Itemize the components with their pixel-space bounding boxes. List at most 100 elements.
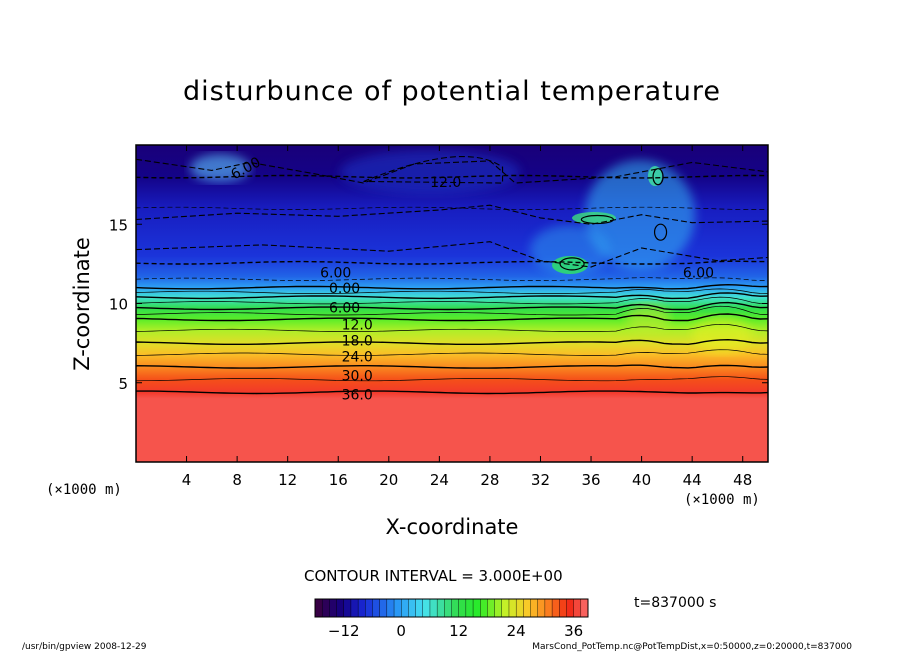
contour-line bbox=[136, 277, 768, 281]
contour-line bbox=[136, 313, 768, 322]
contour-label: 24.0 bbox=[342, 349, 373, 365]
contour-label: 18.0 bbox=[342, 334, 373, 350]
colorbar-cell bbox=[523, 598, 532, 618]
x-tick-label: 8 bbox=[232, 471, 242, 489]
colorbar-cell bbox=[494, 598, 503, 618]
colorbar-cell bbox=[444, 598, 453, 618]
contour-line bbox=[136, 390, 768, 395]
y-tick-label: 15 bbox=[109, 216, 128, 234]
contour-line bbox=[136, 301, 768, 311]
colorbar-tick-label: −12 bbox=[328, 622, 360, 640]
contour-line bbox=[580, 214, 614, 225]
contour-line bbox=[653, 223, 668, 241]
contour-line bbox=[363, 155, 504, 184]
colorbar-cell bbox=[372, 598, 381, 618]
colorbar-cell bbox=[321, 598, 330, 618]
x-tick-label: 24 bbox=[430, 471, 449, 489]
x-tick-label: 40 bbox=[632, 471, 651, 489]
y-tick-label: 5 bbox=[118, 375, 128, 393]
colorbar-ticks: −12 0 12 24 36 bbox=[328, 622, 583, 640]
contour-line bbox=[136, 158, 768, 184]
contour-line bbox=[559, 257, 585, 271]
colorbar-cell bbox=[408, 598, 417, 618]
green-patch-1 bbox=[552, 256, 588, 274]
contour-line bbox=[136, 241, 768, 268]
colorbar-tick-label: 36 bbox=[564, 622, 583, 640]
colorbar: −12 0 12 24 36 bbox=[314, 598, 589, 640]
contour-line bbox=[136, 288, 768, 294]
contour-line bbox=[136, 338, 768, 346]
contour-line bbox=[136, 260, 768, 265]
colorbar-cell bbox=[501, 598, 510, 618]
colorbar-cell bbox=[573, 598, 582, 618]
colorbar-cell bbox=[314, 598, 323, 618]
plot-area: 6.00 12.06.000.006.0012.018.024.030.036.0… bbox=[109, 144, 769, 489]
warm-pocket-top-left bbox=[190, 154, 250, 182]
contour-line bbox=[136, 204, 768, 225]
colorbar-cell bbox=[393, 598, 402, 618]
colorbar-cell bbox=[415, 598, 424, 618]
colorbar-cell bbox=[429, 598, 438, 618]
uplift-bump-46 bbox=[692, 317, 752, 353]
footer-source: MarsCond_PotTemp.nc@PotTempDist,x=0:5000… bbox=[532, 642, 852, 652]
x-tick-label: 20 bbox=[379, 471, 398, 489]
x-tick-label: 12 bbox=[278, 471, 297, 489]
contour-line bbox=[136, 206, 768, 210]
colorbar-cell bbox=[386, 598, 395, 618]
x-unit-label-left: (×1000 m) bbox=[46, 482, 122, 498]
x-tick-label: 36 bbox=[581, 471, 600, 489]
contour-line bbox=[136, 174, 768, 179]
colorbar-cell bbox=[472, 598, 481, 618]
chart-title: disturbunce of potential temperature bbox=[183, 76, 721, 107]
colorbar-cell bbox=[401, 598, 409, 618]
footer-command: /usr/bin/gpview 2008-12-29 bbox=[22, 642, 147, 652]
contour-line bbox=[136, 376, 768, 382]
x-tick-label: 32 bbox=[531, 471, 550, 489]
colorbar-cell bbox=[537, 598, 546, 618]
contour-line bbox=[136, 283, 768, 290]
colorbar-cell bbox=[530, 598, 539, 618]
colorbar-cell bbox=[350, 598, 359, 618]
x-tick-label: 48 bbox=[733, 471, 752, 489]
x-tick-label: 28 bbox=[480, 471, 499, 489]
contour-lines bbox=[136, 155, 768, 395]
colorbar-cell bbox=[365, 598, 373, 618]
colorbar-cell bbox=[336, 598, 345, 618]
colorbar-tick-label: 0 bbox=[396, 622, 406, 640]
colorbar-cell bbox=[436, 598, 445, 618]
colorbar-frame bbox=[314, 598, 589, 618]
turbulent-zone-center bbox=[530, 225, 610, 275]
contour-label: 12.0 bbox=[342, 318, 373, 334]
colorbar-cell bbox=[465, 598, 474, 618]
x-axis-label: X-coordinate bbox=[385, 515, 519, 539]
colorbar-cell bbox=[515, 598, 524, 618]
contour-label: 6.00 bbox=[329, 300, 360, 316]
x-tick-label: 44 bbox=[683, 471, 702, 489]
colorbar-cell bbox=[580, 598, 589, 618]
x-unit-label-right: (×1000 m) bbox=[684, 492, 760, 508]
contour-line bbox=[136, 364, 768, 369]
contour-label: 12.0 bbox=[430, 175, 461, 191]
time-label: t=837000 s bbox=[634, 595, 717, 611]
contour-line bbox=[136, 305, 768, 316]
colorbar-cell bbox=[544, 598, 553, 618]
colorbar-tick-label: 12 bbox=[449, 622, 468, 640]
colorbar-cell bbox=[329, 598, 338, 618]
contour-label: 36.0 bbox=[342, 387, 373, 403]
contour-line bbox=[136, 349, 768, 356]
colorbar-cell bbox=[566, 598, 575, 618]
colorbar-cells bbox=[314, 598, 589, 618]
colorbar-cell bbox=[379, 598, 388, 618]
contour-label: 6.00 bbox=[683, 265, 714, 281]
x-axis-ticks: 4 8 12 16 20 24 28 32 36 40 44 48 bbox=[182, 145, 752, 489]
contour-line bbox=[652, 168, 664, 186]
colorbar-cell bbox=[487, 598, 496, 618]
colorbar-cell bbox=[559, 598, 567, 618]
contour-label: 0.00 bbox=[329, 281, 360, 297]
colorbar-cell bbox=[451, 598, 460, 618]
contour-line bbox=[136, 296, 768, 305]
contour-label: 30.0 bbox=[342, 368, 373, 384]
green-patch-3 bbox=[648, 166, 662, 186]
colorbar-cell bbox=[480, 598, 488, 618]
